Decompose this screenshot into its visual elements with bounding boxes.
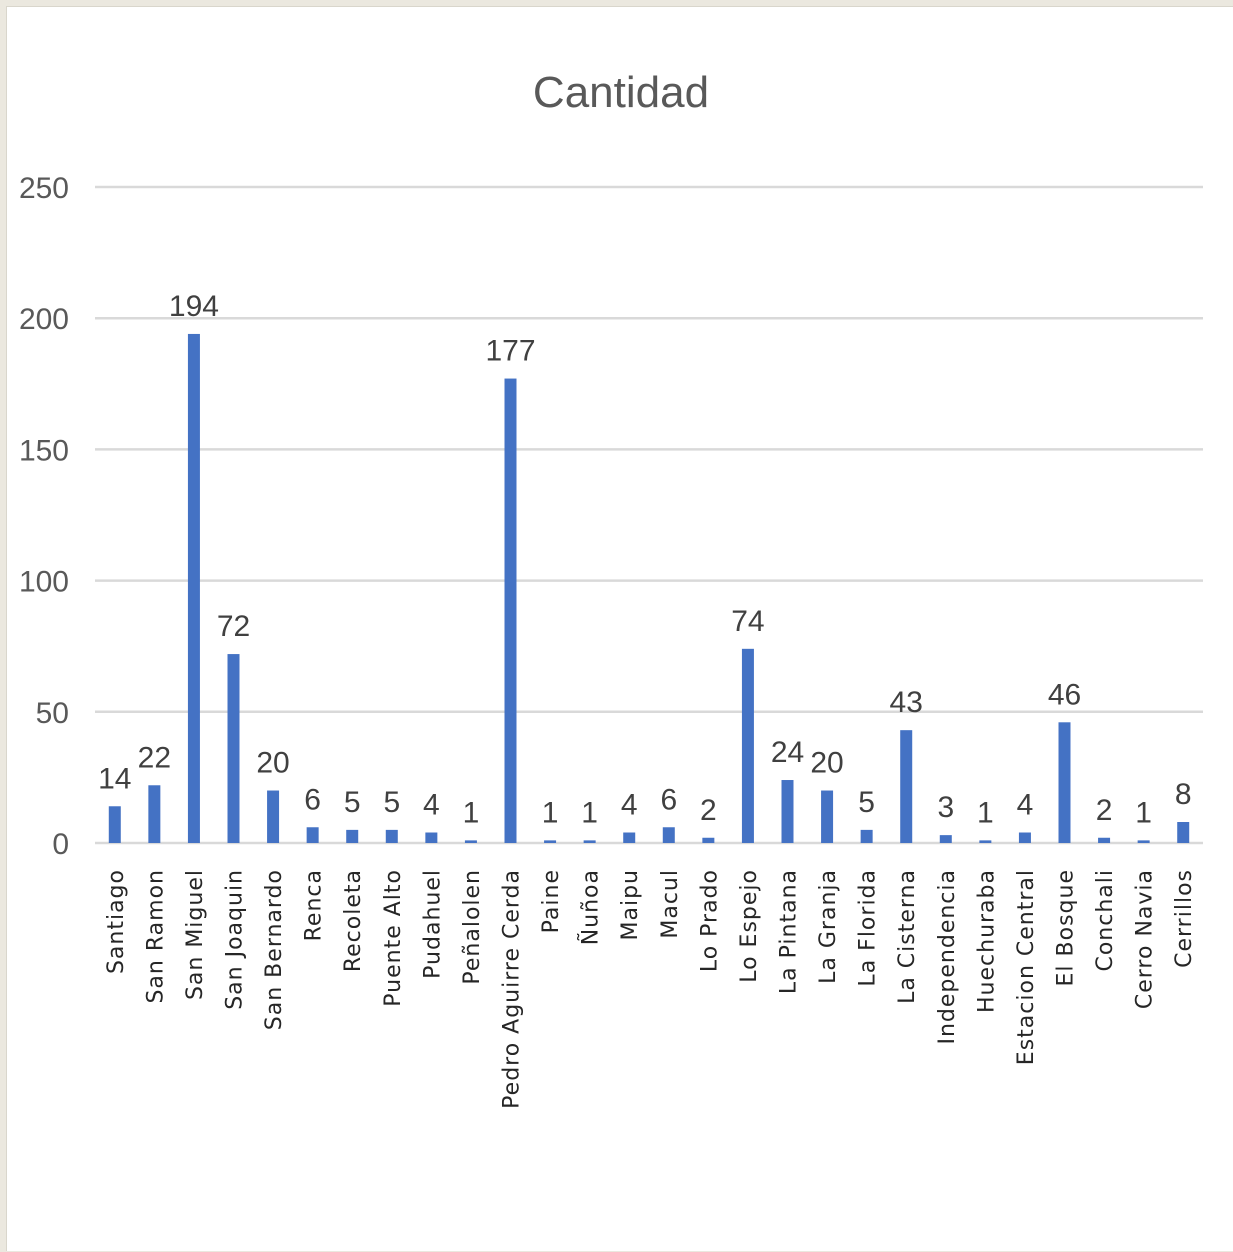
data-label: 20 — [256, 747, 289, 780]
data-label: 3 — [937, 791, 954, 824]
x-tick-label: Pudahuel — [420, 869, 445, 979]
gridlines — [95, 185, 1203, 845]
x-tick-label: Recoleta — [341, 869, 366, 972]
x-tick-label: San Miguel — [183, 869, 208, 1000]
x-tick-label: La Pintana — [777, 869, 802, 994]
data-label: 1 — [463, 796, 480, 829]
bar — [385, 829, 398, 843]
data-label: 14 — [98, 762, 131, 795]
x-tick-label: San Bernardo — [262, 869, 287, 1030]
data-label: 6 — [304, 783, 321, 816]
data-label: 20 — [810, 747, 843, 780]
x-tick-label: Santiago — [104, 869, 129, 974]
data-label: 5 — [344, 786, 361, 819]
x-tick-label: La Cisterna — [895, 869, 920, 1004]
bar — [464, 840, 477, 843]
data-label: 4 — [423, 789, 440, 822]
data-label: 5 — [858, 786, 875, 819]
x-tick-label: Maipu — [618, 869, 643, 940]
x-tick-label: Lo Espejo — [737, 869, 762, 983]
data-label: 72 — [217, 610, 250, 643]
bar — [227, 654, 240, 843]
bar — [504, 378, 517, 843]
data-label: 74 — [731, 605, 764, 638]
y-tick-label: 200 — [19, 303, 69, 336]
x-tick-label: Lo Prado — [697, 869, 722, 972]
data-label: 4 — [1017, 789, 1034, 822]
data-label: 1 — [977, 796, 994, 829]
y-tick-label: 50 — [36, 697, 69, 730]
x-tick-label: Cerrillos — [1172, 869, 1197, 968]
x-tick-label: Conchali — [1093, 869, 1118, 972]
chart-title: Cantidad — [533, 68, 709, 117]
data-label: 177 — [485, 335, 535, 368]
bar — [544, 840, 557, 843]
bar — [346, 829, 359, 843]
x-tick-label: Puente Alto — [381, 869, 406, 1007]
bars — [108, 333, 1190, 843]
bar — [306, 827, 319, 843]
x-tick-label: Pedro Aguirre Cerda — [500, 869, 525, 1109]
x-tick-label: Independencia — [935, 869, 960, 1045]
x-axis-ticks: Santiago San Ramon San Miguel San Joaquin Sa… — [104, 869, 1197, 1109]
x-tick-label: Macul — [658, 869, 683, 939]
bar — [702, 837, 715, 843]
bar — [662, 827, 675, 843]
x-tick-label: Paine — [539, 869, 564, 933]
bar — [939, 835, 952, 843]
chart-frame: Cantidad 0 50 100 150 200 250 14 22 194 72 20 6 5 5 4… — [6, 6, 1233, 1251]
x-tick-label: San Joaquin — [223, 869, 248, 1010]
bar — [1137, 840, 1150, 843]
bar — [187, 333, 200, 843]
x-tick-label: Peñalolen — [460, 869, 485, 985]
x-tick-label: San Ramon — [143, 869, 168, 1004]
bar — [1098, 837, 1111, 843]
y-tick-label: 100 — [19, 566, 69, 599]
data-label: 1 — [581, 796, 598, 829]
x-tick-label: Renca — [302, 869, 327, 941]
bar — [821, 790, 834, 843]
data-label: 4 — [621, 789, 638, 822]
data-label: 6 — [660, 783, 677, 816]
bar — [1177, 822, 1190, 843]
bar — [108, 806, 121, 843]
bar — [860, 829, 873, 843]
x-tick-label: Ñuñoa — [577, 869, 604, 945]
data-label: 43 — [890, 686, 923, 719]
data-label: 24 — [771, 736, 804, 769]
x-tick-label: Huechuraba — [974, 869, 999, 1013]
data-label: 46 — [1048, 678, 1081, 711]
bar — [425, 832, 438, 843]
data-label: 5 — [383, 786, 400, 819]
bar — [900, 730, 913, 843]
bar — [979, 840, 992, 843]
data-label: 1 — [542, 796, 559, 829]
bar — [1018, 832, 1031, 843]
x-tick-label: Cerro Navia — [1133, 869, 1158, 1009]
bar — [1058, 722, 1071, 843]
bar — [623, 832, 636, 843]
data-label: 8 — [1175, 778, 1192, 811]
y-tick-label: 150 — [19, 434, 69, 467]
data-label: 1 — [1135, 796, 1152, 829]
bar — [741, 648, 754, 843]
data-label: 194 — [169, 290, 219, 323]
y-tick-label: 250 — [19, 172, 69, 205]
y-tick-label: 0 — [52, 828, 69, 861]
x-tick-label: Estacion Central — [1014, 869, 1039, 1065]
x-tick-label: El Bosque — [1054, 869, 1079, 986]
data-label: 2 — [700, 794, 717, 827]
x-tick-label: La Florida — [856, 869, 881, 987]
bar — [583, 840, 596, 843]
bar — [267, 790, 280, 843]
x-tick-label: La Granja — [816, 869, 841, 984]
bar — [781, 780, 794, 843]
y-axis-ticks: 0 50 100 150 200 250 — [19, 172, 69, 861]
bar — [148, 785, 161, 843]
data-label: 22 — [138, 741, 171, 774]
data-label: 2 — [1096, 794, 1113, 827]
